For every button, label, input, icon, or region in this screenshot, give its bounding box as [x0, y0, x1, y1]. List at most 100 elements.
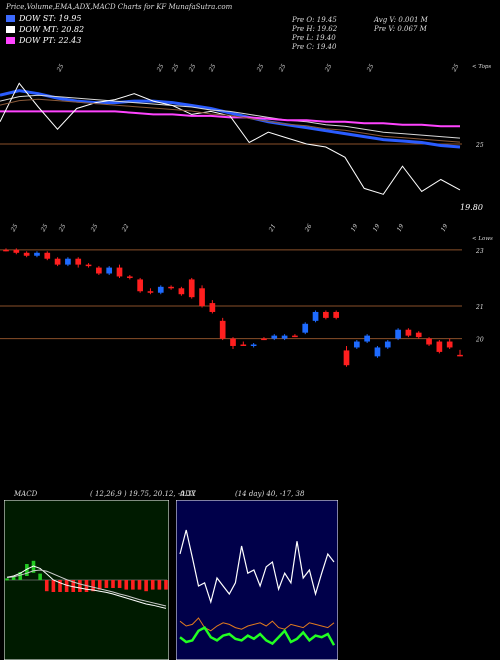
candle-body	[261, 338, 267, 341]
candle-body	[54, 258, 61, 265]
last-price-label: 19.80	[460, 203, 483, 212]
macd-hist-bar	[157, 580, 162, 590]
volume-stats: Avg V: 0.001 M Pre V: 0.067 M	[374, 16, 428, 34]
candle-body	[137, 279, 143, 292]
bottom-date-label: 25	[57, 223, 67, 234]
series-line-dow-mt	[0, 94, 461, 139]
macd-params: ( 12,26,9 ) 19.75, 20.12, -0.37	[90, 490, 196, 498]
macd-hist-bar	[64, 580, 69, 592]
macd-hist-bar	[58, 580, 62, 592]
stat-pre-low: Pre L: 19.40	[292, 34, 336, 42]
candle-body	[384, 341, 391, 348]
legend-swatch	[6, 37, 15, 44]
macd-hist-bar	[91, 580, 95, 592]
bottom-date-label: 25	[39, 223, 49, 234]
candle-body	[188, 279, 195, 298]
macd-hist-bar	[25, 564, 29, 576]
macd-hist-bar	[31, 560, 36, 573]
macd-hist-bar	[144, 580, 148, 592]
macd-hist-bar	[111, 580, 115, 588]
macd-hist-bar	[71, 580, 76, 592]
candle-body	[178, 288, 185, 295]
candle-body	[271, 335, 278, 339]
macd-line-signal	[6, 569, 167, 607]
candle-body	[219, 320, 226, 339]
top-date-label: 25	[155, 63, 165, 74]
candle-body	[3, 249, 9, 252]
bottom-date-label: 19	[440, 223, 450, 233]
series-line-dow-pt	[0, 110, 460, 128]
macd-hist-bar	[78, 580, 82, 592]
candle-body	[209, 303, 216, 312]
candle-body	[116, 267, 123, 277]
top-date-label: 25	[207, 63, 217, 74]
candle-body	[34, 252, 40, 256]
tops-label: < Tops	[472, 64, 491, 70]
top-date-label: 25	[187, 63, 197, 74]
stat-pre-high: Pre H: 19.62	[292, 25, 338, 33]
candle-body	[106, 267, 113, 274]
stat-pre-volume: Pre V: 0.067 M	[374, 25, 427, 33]
candle-body	[44, 252, 51, 259]
price-axis-label: 21	[475, 304, 484, 311]
price-axis-label: 20	[475, 337, 484, 344]
candle-body	[426, 338, 432, 345]
candle-body	[250, 344, 257, 346]
bottom-date-label: 25	[89, 223, 99, 234]
ema-panel: 25 25 25 25 25 25 25 25 25 25 < Tops 25 19.80 25 25 25 2…	[0, 63, 491, 234]
top-date-label: 25	[55, 63, 65, 74]
legend-swatch	[6, 15, 15, 22]
adx-chart	[176, 500, 338, 660]
top-date-label: 25	[170, 63, 180, 74]
candle-body	[157, 286, 164, 293]
macd-hist-bar	[117, 580, 122, 588]
hline-label: 25	[475, 142, 484, 149]
candle-body	[457, 354, 463, 357]
stat-avg-volume: Avg V: 0.001 M	[374, 16, 428, 24]
candle-body	[353, 341, 360, 348]
candle-body	[85, 264, 92, 267]
macd-hist-bar	[104, 580, 109, 588]
macd-chart	[4, 500, 169, 660]
top-date-label: 25	[365, 63, 375, 74]
macd-hist-bar	[150, 580, 155, 590]
macd-hist-bar	[164, 580, 168, 590]
adx-line-adx	[179, 529, 335, 605]
adx-params: (14 day) 40, -17, 38	[235, 490, 305, 498]
candle-body	[405, 329, 412, 336]
macd-hist-bar	[18, 572, 23, 580]
legend-label: DOW ST: 19.95	[19, 14, 82, 23]
candle-body	[364, 335, 370, 342]
bottom-date-label: 19	[372, 223, 382, 233]
bottom-date-label: 25	[9, 223, 19, 234]
candle-body	[199, 288, 205, 307]
candle-body	[312, 311, 319, 321]
price-axis-label: 23	[475, 248, 484, 255]
legend-item-dow-st: DOW ST: 19.95	[6, 14, 84, 23]
candle-body	[65, 258, 71, 265]
stat-pre-close: Pre C: 19.40	[292, 43, 337, 51]
lows-label: < Lows	[472, 236, 493, 242]
bottom-date-label: 22	[120, 223, 130, 234]
price-panel: < Lows 23 21 20	[0, 236, 493, 367]
candle-body	[292, 335, 298, 338]
legend-item-dow-mt: DOW MT: 20.82	[6, 25, 84, 34]
top-date-label: 25	[255, 63, 265, 74]
candle-body	[415, 332, 422, 338]
series-line-ema-brown	[0, 98, 461, 143]
macd-line-macd	[6, 565, 167, 609]
main-chart: 25 25 25 25 25 25 25 25 25 25 < Tops 25 19.80 25 25 25 2…	[0, 63, 493, 367]
macd-hist-bar	[38, 573, 42, 580]
macd-hist-bar	[11, 576, 16, 580]
legend: DOW ST: 19.95 DOW MT: 20.82 DOW PT: 22.4…	[6, 14, 84, 45]
candle-body	[168, 286, 174, 289]
candle-body	[436, 341, 443, 352]
macd-hist-bar	[124, 580, 129, 590]
candle-body	[96, 267, 102, 274]
macd-panel	[4, 500, 169, 660]
macd-title: MACD	[14, 490, 38, 498]
macd-hist-bar	[5, 578, 9, 581]
candle-body	[75, 258, 82, 265]
candle-body	[333, 311, 340, 318]
bottom-date-label: 21	[267, 223, 277, 234]
